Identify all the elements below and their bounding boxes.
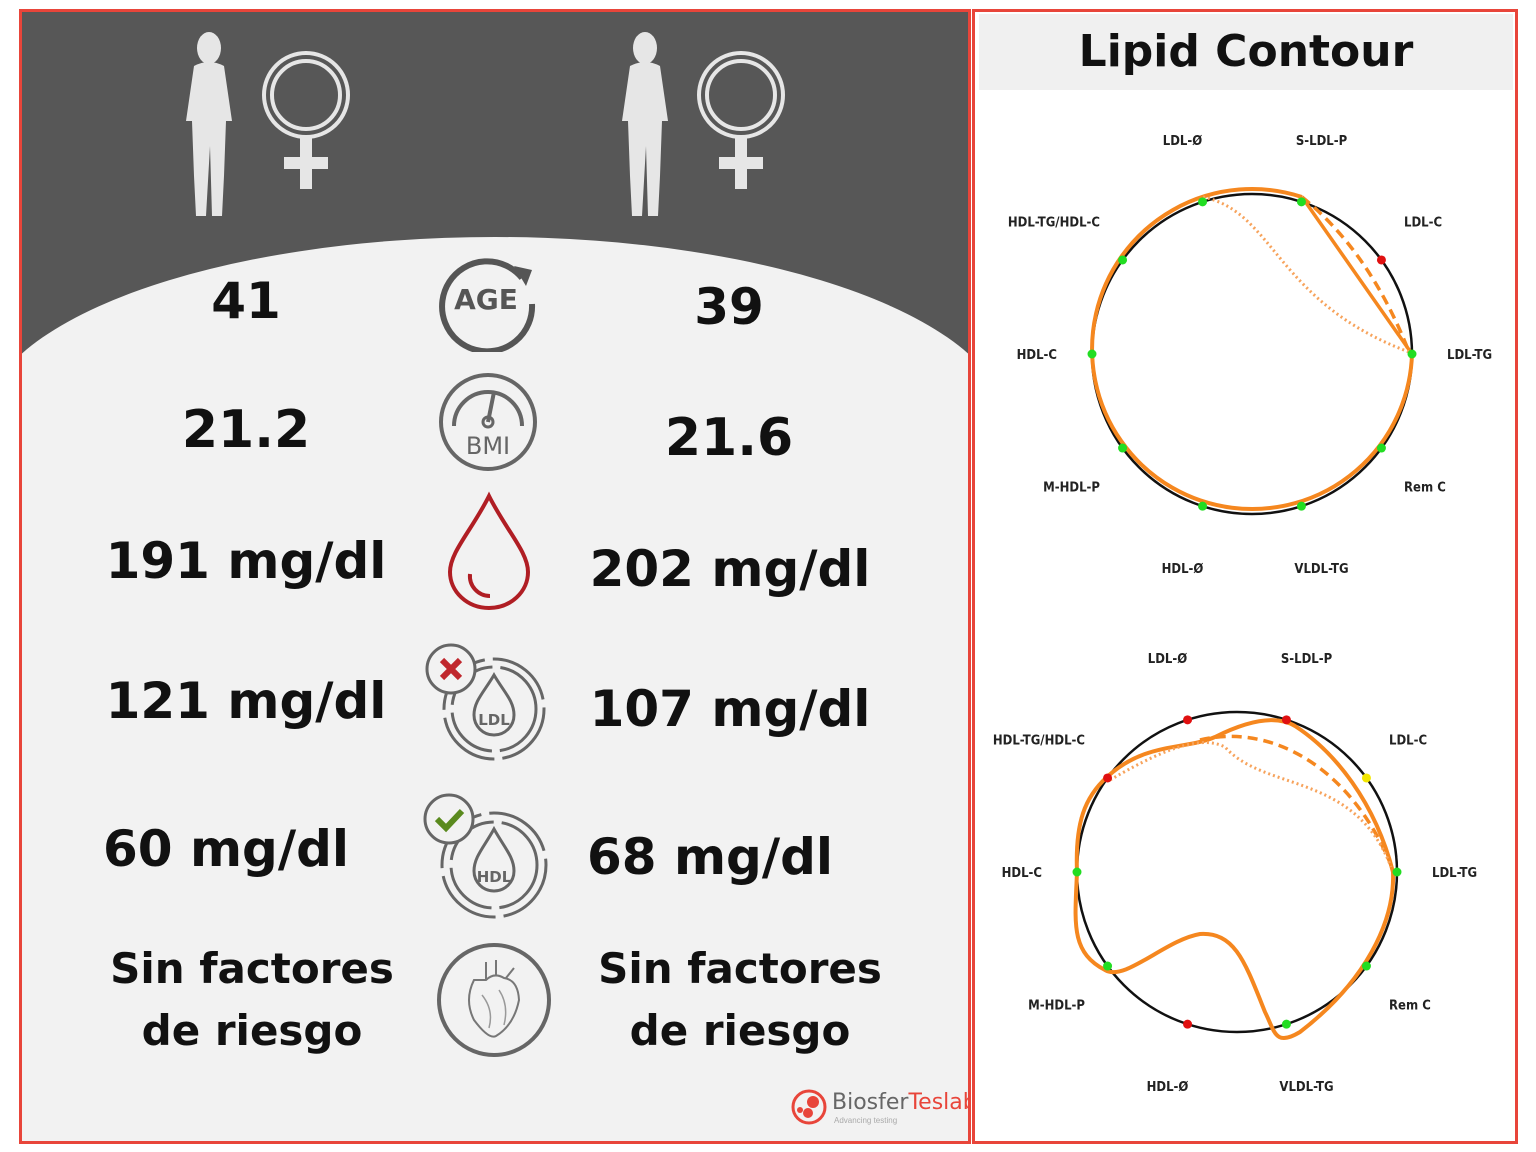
bmi-gauge-icon: BMI bbox=[439, 373, 537, 471]
bmi-a: 21.2 bbox=[181, 400, 311, 460]
point-ldl- bbox=[1183, 715, 1193, 725]
axis-label: VLDL-TG bbox=[1279, 1080, 1333, 1095]
lipid-contour-chart-2: S-LDL-P LDL-C LDL-TG Rem C VLDL-TG HDL-Ø M-HDL… bbox=[993, 652, 1477, 1095]
header-curve bbox=[22, 237, 968, 617]
point-m-hdl-p bbox=[1103, 961, 1113, 971]
axis-label: LDL-Ø bbox=[1148, 652, 1187, 667]
age-icon: AGE bbox=[439, 258, 536, 352]
female-symbol-icon bbox=[262, 51, 350, 189]
point-hdl-c bbox=[1072, 867, 1082, 877]
age-b: 39 bbox=[694, 278, 764, 336]
point-hdl- bbox=[1183, 1019, 1193, 1029]
axis-label: M-HDL-P bbox=[1028, 998, 1085, 1013]
svg-text:LDL: LDL bbox=[478, 711, 510, 729]
axis-label: VLDL-TG bbox=[1294, 562, 1348, 577]
axis-label: HDL-TG/HDL-C bbox=[1008, 216, 1100, 231]
axis-label: Rem C bbox=[1389, 998, 1431, 1013]
total-cholesterol-b: 202 mg/dl bbox=[589, 540, 871, 598]
axis-label: HDL-Ø bbox=[1147, 1080, 1189, 1095]
axis-label: LDL-TG bbox=[1447, 348, 1492, 363]
axis-label: LDL-TG bbox=[1432, 866, 1477, 881]
patients-panel: 41 21.2 191 mg/dl 121 mg/dl 60 mg/dl Sin… bbox=[19, 9, 971, 1144]
axis-label: M-HDL-P bbox=[1043, 480, 1100, 495]
axis-label: HDL-TG/HDL-C bbox=[993, 734, 1085, 749]
axis-label: S-LDL-P bbox=[1281, 652, 1333, 667]
point-hdl-tg-hdl-c bbox=[1118, 255, 1128, 265]
bmi-b: 21.6 bbox=[664, 408, 794, 468]
hdl-icon: HDL bbox=[423, 793, 548, 919]
point-vldl-tg bbox=[1281, 1019, 1291, 1029]
axis-label: LDL-Ø bbox=[1163, 134, 1202, 149]
risk-a-line2: de riesgo bbox=[141, 1006, 363, 1055]
point-ldl-tg bbox=[1392, 867, 1402, 877]
chart-2-curves bbox=[1073, 710, 1399, 1040]
risk-b-line1: Sin factores bbox=[598, 944, 882, 993]
point-rem-c bbox=[1376, 443, 1386, 453]
lipid-contour-chart-1: S-LDL-P LDL-C LDL-TG Rem C VLDL-TG HDL-Ø M-HDL… bbox=[1008, 134, 1492, 577]
series-dashed bbox=[1300, 195, 1411, 353]
axis-label: LDL-C bbox=[1404, 216, 1442, 231]
risk-b-line2: de riesgo bbox=[629, 1006, 851, 1055]
ldl-a: 121 mg/dl bbox=[105, 672, 387, 730]
total-cholesterol-a: 191 mg/dl bbox=[105, 532, 387, 590]
point-hdl- bbox=[1198, 501, 1208, 511]
logo-mark-icon bbox=[791, 1089, 827, 1125]
point-hdl-tg-hdl-c bbox=[1103, 773, 1113, 783]
point-ldl- bbox=[1198, 197, 1208, 207]
hdl-b: 68 mg/dl bbox=[586, 828, 834, 886]
heart-icon bbox=[437, 943, 551, 1057]
point-m-hdl-p bbox=[1118, 443, 1128, 453]
ldl-b: 107 mg/dl bbox=[589, 680, 871, 738]
ldl-icon: LDL bbox=[425, 643, 546, 761]
point-ldl-c bbox=[1376, 255, 1386, 265]
point-ldl-tg bbox=[1407, 349, 1417, 359]
biosferteslab-logo: BiosferTeslab Advancing testing bbox=[790, 1082, 971, 1132]
series-dashed bbox=[1199, 734, 1395, 871]
woman-silhouette-icon bbox=[186, 32, 232, 216]
axis-label: S-LDL-P bbox=[1296, 134, 1348, 149]
point-s-ldl-p bbox=[1296, 197, 1306, 207]
series-solid bbox=[1073, 718, 1396, 1040]
series-dotted bbox=[1202, 195, 1410, 354]
age-a: 41 bbox=[211, 272, 281, 330]
axis-label: HDL-Ø bbox=[1162, 562, 1204, 577]
point-vldl-tg bbox=[1296, 501, 1306, 511]
logo-name-a: Biosfer bbox=[832, 1090, 909, 1115]
axis-label: HDL-C bbox=[1002, 866, 1042, 881]
svg-text:BMI: BMI bbox=[466, 432, 510, 460]
point-s-ldl-p bbox=[1281, 715, 1291, 725]
blood-drop-icon bbox=[447, 491, 531, 610]
svg-text:HDL: HDL bbox=[477, 868, 512, 886]
series-dotted bbox=[1109, 741, 1393, 868]
hdl-a: 60 mg/dl bbox=[102, 820, 350, 878]
axis-label: HDL-C bbox=[1017, 348, 1057, 363]
point-hdl-c bbox=[1087, 349, 1097, 359]
axis-label: LDL-C bbox=[1389, 734, 1427, 749]
series-solid bbox=[1090, 187, 1414, 511]
series-solid-chord bbox=[1300, 195, 1414, 356]
panel-title: Lipid Contour bbox=[979, 14, 1513, 90]
female-symbol-icon bbox=[697, 51, 785, 189]
logo-name-b: Teslab bbox=[908, 1090, 971, 1115]
chart-1-curves bbox=[1090, 187, 1414, 516]
woman-silhouette-icon bbox=[622, 32, 668, 216]
risk-a-line1: Sin factores bbox=[110, 944, 394, 993]
point-ldl-c bbox=[1361, 773, 1371, 783]
axis-label: Rem C bbox=[1404, 480, 1446, 495]
point-rem-c bbox=[1361, 961, 1371, 971]
logo-tagline: Advancing testing bbox=[834, 1116, 898, 1125]
lipid-contour-panel: Lipid Contour S-LDL-P LDL-C LDL-TG Rem C VLD… bbox=[972, 9, 1518, 1144]
svg-text:AGE: AGE bbox=[454, 283, 518, 316]
